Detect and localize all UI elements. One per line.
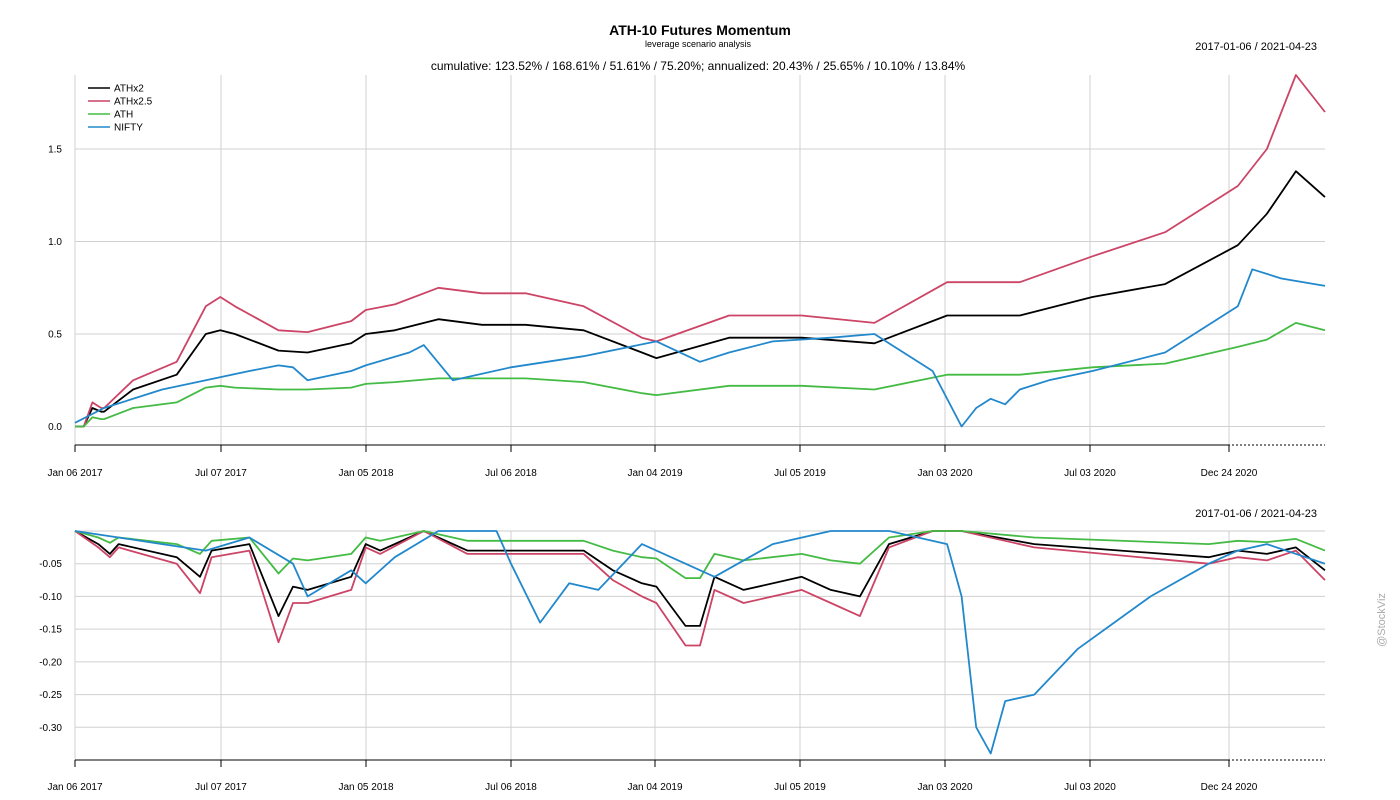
top-date-range: 2017-01-06 / 2021-04-23 (1195, 41, 1317, 53)
watermark: @StockViz (1376, 593, 1388, 647)
top-panel-axes: 0.0 0.5 1.0 1.5 Jan 06 2017 Jul 07 2017 Jan 05… (47, 145, 1325, 479)
bot-x-tick-label-2: Jan 05 2018 (338, 782, 393, 793)
top-x-tick-label-1: Jul 07 2017 (195, 468, 247, 479)
legend-label-nifty: NIFTY (114, 123, 143, 134)
legend: ATHx2 ATHx2.5 ATH NIFTY (88, 84, 153, 134)
bot-y-tick-label-0: -0.05 (39, 559, 62, 570)
bot-y-tick-label-5: -0.30 (39, 723, 62, 734)
top-y-tick-label-1: 0.5 (48, 330, 62, 341)
bottom-date-range: 2017-01-06 / 2021-04-23 (1195, 508, 1317, 520)
bot-x-tick-label-4: Jan 04 2019 (627, 782, 682, 793)
top-x-tick-label-6: Jan 03 2020 (917, 468, 972, 479)
bottom-panel-series (74, 530, 1326, 755)
bot-x-tick-label-7: Jul 03 2020 (1064, 782, 1116, 793)
bot-y-tick-label-1: -0.10 (39, 592, 62, 603)
top-y-tick-label-0: 0.0 (48, 422, 62, 433)
top-panel-series (74, 74, 1326, 428)
bot-x-tick-label-3: Jul 06 2018 (485, 782, 537, 793)
bot-series-line-ath (74, 530, 1326, 579)
legend-label-ath: ATH (114, 110, 133, 121)
bot-series-line-nifty (74, 530, 1326, 755)
top-x-tick-label-7: Jul 03 2020 (1064, 468, 1116, 479)
bot-x-tick-label-8: Dec 24 2020 (1201, 782, 1258, 793)
top-series-line-nifty (74, 268, 1326, 428)
chart-stats-text: cumulative: 123.52% / 168.61% / 51.61% /… (431, 59, 966, 73)
bottom-panel-grid (74, 530, 1325, 760)
top-x-tick-label-2: Jan 05 2018 (338, 468, 393, 479)
legend-label-athx25: ATHx2.5 (114, 97, 153, 108)
bot-y-tick-label-3: -0.20 (39, 657, 62, 668)
top-y-tick-label-2: 1.0 (48, 237, 62, 248)
bot-y-tick-label-2: -0.15 (39, 625, 62, 636)
top-y-tick-label-3: 1.5 (48, 145, 62, 156)
top-x-tick-label-5: Jul 05 2019 (774, 468, 826, 479)
top-x-tick-label-3: Jul 06 2018 (485, 468, 537, 479)
bot-x-tick-label-6: Jan 03 2020 (917, 782, 972, 793)
chart-subtitle: leverage scenario analysis (645, 39, 752, 49)
top-series-line-ath (75, 321, 1326, 428)
chart-title: ATH-10 Futures Momentum (609, 22, 791, 38)
bot-y-tick-label-4: -0.25 (39, 690, 62, 701)
top-series-line-athx2 (75, 170, 1326, 428)
top-x-tick-label-4: Jan 04 2019 (627, 468, 682, 479)
bot-x-tick-label-5: Jul 05 2019 (774, 782, 826, 793)
bottom-panel-axes: -0.05 -0.10 -0.15 -0.20 -0.25 -0.30 Jan 06 201… (39, 559, 1325, 793)
bot-x-tick-label-1: Jul 07 2017 (195, 782, 247, 793)
top-series-line-athx2-5 (75, 74, 1326, 428)
top-panel-grid (74, 75, 1325, 445)
top-x-tick-label-0: Jan 06 2017 (47, 468, 102, 479)
top-x-tick-label-8: Dec 24 2020 (1201, 468, 1258, 479)
legend-label-athx2: ATHx2 (114, 84, 144, 95)
bot-x-tick-label-0: Jan 06 2017 (47, 782, 102, 793)
